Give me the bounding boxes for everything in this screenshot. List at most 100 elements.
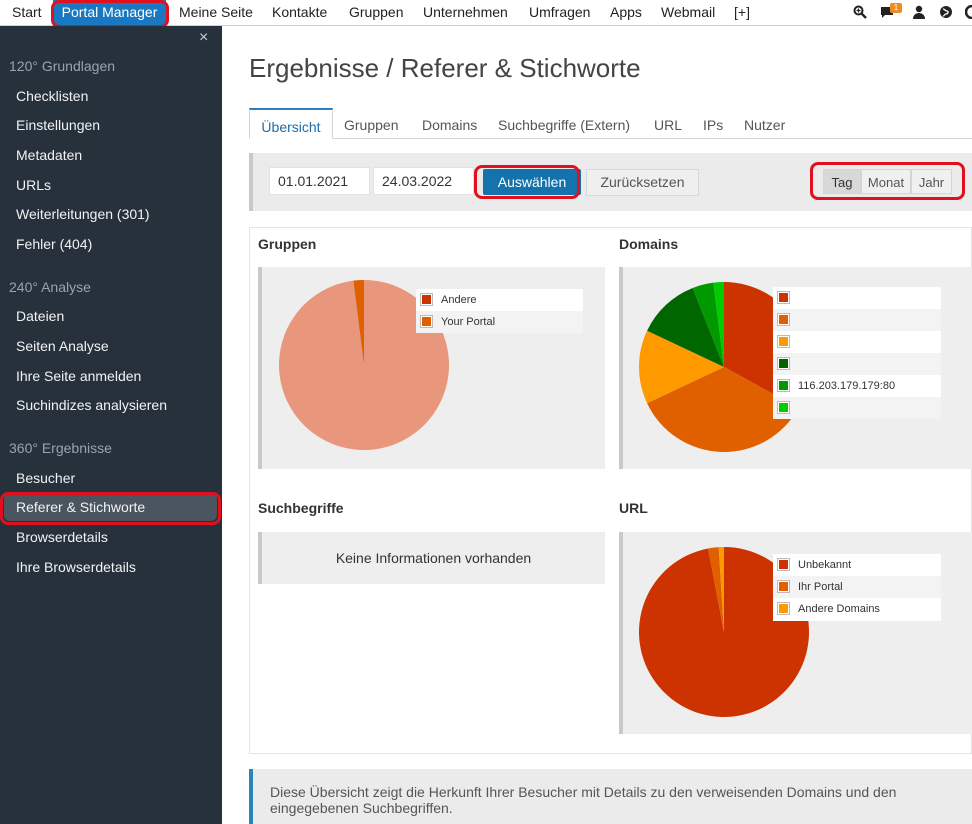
settings-icon[interactable] xyxy=(965,5,972,19)
tab-nutzer[interactable]: Nutzer xyxy=(744,117,786,133)
sidebar-item-referer-stichworte[interactable]: Referer & Stichworte xyxy=(16,499,146,515)
url-chart: Unbekannt Ihr Portal Andere Domains xyxy=(619,532,972,734)
sidebar-item-urls[interactable]: URLs xyxy=(16,177,52,193)
gruppen-chart: Andere Your Portal xyxy=(258,267,605,469)
url-title: URL xyxy=(619,500,648,516)
legend-item xyxy=(773,397,941,419)
url-pie xyxy=(639,547,809,717)
gruppen-title: Gruppen xyxy=(258,236,317,252)
sidebar-section-grundlagen: 120° Grundlagen xyxy=(9,58,116,74)
legend-item: Your Portal xyxy=(416,311,583,333)
tab-url[interactable]: URL xyxy=(654,117,683,133)
nav-more[interactable]: [+] xyxy=(734,4,750,20)
date-to-input[interactable]: 24.03.2022 xyxy=(373,167,474,195)
legend-swatch xyxy=(777,580,790,593)
info-box: Diese Übersicht zeigt die Herkunft Ihrer… xyxy=(249,769,972,824)
sidebar-item-seiten-analyse[interactable]: Seiten Analyse xyxy=(16,338,109,354)
tab-suchbegriffe-extern[interactable]: Suchbegriffe (Extern) xyxy=(498,117,631,133)
tab-domains[interactable]: Domains xyxy=(422,117,478,133)
legend-item: Unbekannt xyxy=(773,554,941,576)
nav-gruppen[interactable]: Gruppen xyxy=(349,4,404,20)
pie-slice[interactable] xyxy=(353,280,364,365)
domains-legend: 116.203.179.179:80 xyxy=(773,287,941,419)
pie-slice[interactable] xyxy=(718,547,724,632)
legend-item: 116.203.179.179:80 xyxy=(773,375,941,397)
search-icon[interactable] xyxy=(853,5,867,19)
sidebar-item-seite-anmelden[interactable]: Ihre Seite anmelden xyxy=(16,368,142,384)
reset-button[interactable]: Zurücksetzen xyxy=(586,169,699,196)
pie-slice[interactable] xyxy=(639,330,724,404)
sidebar-item-metadaten[interactable]: Metadaten xyxy=(16,147,83,163)
domains-title: Domains xyxy=(619,236,679,252)
top-navigation: Start Portal Manager Meine Seite Kontakt… xyxy=(0,0,972,26)
select-button[interactable]: Auswählen xyxy=(483,169,581,195)
legend-swatch xyxy=(777,401,790,414)
domains-chart: 116.203.179.179:80 xyxy=(619,267,972,469)
legend-label: Andere xyxy=(441,294,477,306)
nav-kontakte[interactable]: Kontakte xyxy=(272,4,328,20)
period-monat-button[interactable]: Monat xyxy=(861,169,911,194)
sidebar-item-besucher[interactable]: Besucher xyxy=(16,470,76,486)
sidebar-item-ihre-browserdetails[interactable]: Ihre Browserdetails xyxy=(16,559,136,575)
sidebar-item-fehler[interactable]: Fehler (404) xyxy=(16,236,93,252)
legend-item: Andere Domains xyxy=(773,598,941,620)
nav-umfragen[interactable]: Umfragen xyxy=(529,4,591,20)
filter-bar: 01.01.2021 24.03.2022 Auswählen Zurückse… xyxy=(249,153,972,211)
globe-icon[interactable] xyxy=(939,5,953,19)
legend-item: Ihr Portal xyxy=(773,576,941,598)
legend-item xyxy=(773,353,941,375)
charts-panel: Gruppen Andere Your Portal Domains 116.2… xyxy=(249,227,972,754)
legend-swatch xyxy=(777,313,790,326)
legend-label: Your Portal xyxy=(441,316,496,328)
sidebar-item-suchindizes[interactable]: Suchindizes analysieren xyxy=(16,397,167,413)
legend-swatch xyxy=(420,315,433,328)
legend-item xyxy=(773,287,941,309)
nav-apps[interactable]: Apps xyxy=(610,4,642,20)
sidebar-item-weiterleitungen[interactable]: Weiterleitungen (301) xyxy=(16,206,150,222)
date-from-input[interactable]: 01.01.2021 xyxy=(269,167,370,195)
legend-swatch xyxy=(777,602,790,615)
period-jahr-button[interactable]: Jahr xyxy=(911,169,952,194)
tab-uebersicht[interactable]: Übersicht xyxy=(249,108,333,139)
pie-slice[interactable] xyxy=(647,367,799,452)
close-icon[interactable]: × xyxy=(199,29,209,46)
sidebar-item-dateien[interactable]: Dateien xyxy=(16,308,65,324)
sidebar-item-einstellungen[interactable]: Einstellungen xyxy=(16,117,101,133)
period-tag-button[interactable]: Tag xyxy=(823,169,861,194)
legend-swatch xyxy=(777,291,790,304)
page-title: Ergebnisse / Referer & Stichworte xyxy=(249,53,641,83)
nav-webmail[interactable]: Webmail xyxy=(661,4,716,20)
sidebar-item-active-background xyxy=(4,493,217,521)
empty-message: Keine Informationen vorhanden xyxy=(335,550,532,566)
info-text: Diese Übersicht zeigt die Herkunft Ihrer… xyxy=(270,784,897,816)
nav-portal-manager[interactable]: Portal Manager xyxy=(53,0,166,26)
sidebar-item-checklisten[interactable]: Checklisten xyxy=(16,88,89,104)
legend-item: Andere xyxy=(416,289,583,311)
gruppen-legend: Andere Your Portal xyxy=(416,289,583,333)
sidebar-section-analyse: 240° Analyse xyxy=(9,279,91,295)
gruppen-pie xyxy=(279,280,449,450)
tab-ips[interactable]: IPs xyxy=(703,117,724,133)
legend-swatch xyxy=(777,379,790,392)
nav-meine-seite[interactable]: Meine Seite xyxy=(179,4,253,20)
url-legend: Unbekannt Ihr Portal Andere Domains xyxy=(773,554,941,621)
pie-slice[interactable] xyxy=(713,282,724,367)
tab-bar: Übersicht Gruppen Domains Suchbegriffe (… xyxy=(249,108,972,139)
nav-start[interactable]: Start xyxy=(12,4,42,20)
sidebar-section-ergebnisse: 360° Ergebnisse xyxy=(9,440,112,456)
sidebar: × 120° Grundlagen Checklisten Einstellun… xyxy=(0,26,222,824)
sidebar-item-browserdetails[interactable]: Browserdetails xyxy=(16,529,108,545)
notification-badge: 1 xyxy=(890,3,902,13)
pie-slice[interactable] xyxy=(647,287,724,367)
pie-slice[interactable] xyxy=(692,282,724,367)
suchbegriffe-title: Suchbegriffe xyxy=(258,500,344,516)
legend-swatch xyxy=(777,357,790,370)
legend-swatch xyxy=(777,558,790,571)
legend-swatch xyxy=(777,335,790,348)
pie-slice[interactable] xyxy=(708,547,724,632)
legend-item xyxy=(773,309,941,331)
tab-gruppen[interactable]: Gruppen xyxy=(344,117,399,133)
user-icon[interactable] xyxy=(912,5,926,19)
nav-unternehmen[interactable]: Unternehmen xyxy=(423,4,508,20)
legend-label: Unbekannt xyxy=(798,559,852,571)
